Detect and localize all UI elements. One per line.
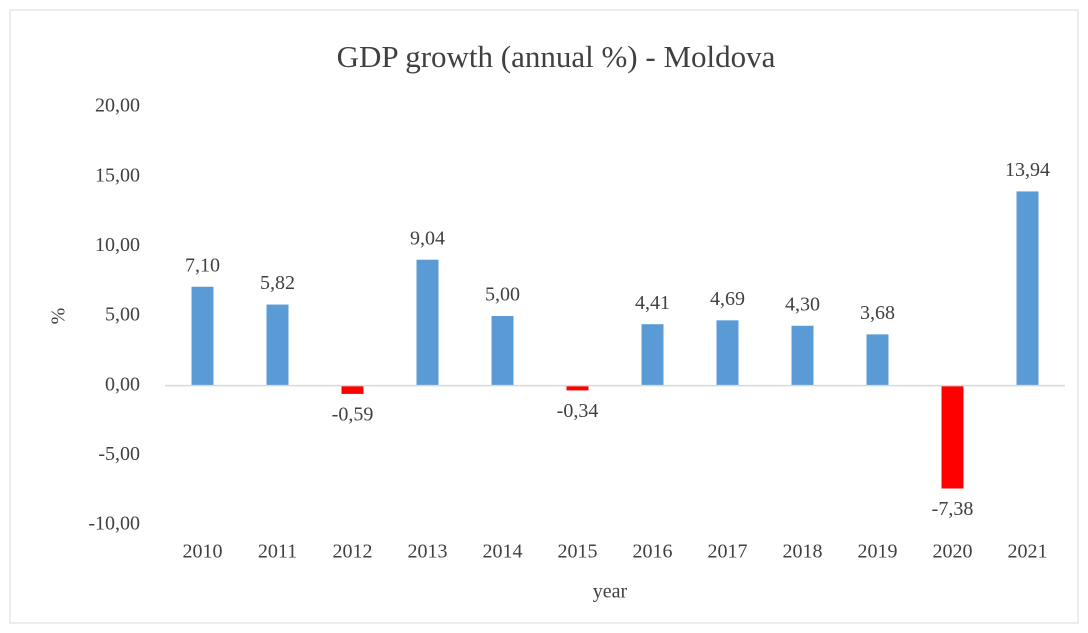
data-label: -0,34 [557, 400, 599, 422]
y-tick-label: -10,00 [88, 513, 140, 535]
y-tick-label: 20,00 [95, 95, 140, 117]
data-label: 13,94 [1005, 159, 1050, 181]
bar [191, 286, 214, 386]
bar [716, 320, 739, 386]
data-label: 9,04 [410, 227, 445, 249]
x-tick-label: 2017 [708, 541, 748, 563]
x-tick-label: 2019 [858, 541, 898, 563]
x-tick-label: 2014 [483, 541, 523, 563]
bar [266, 304, 289, 386]
x-tick-label: 2011 [258, 541, 297, 563]
chart-border [9, 9, 1079, 624]
data-label: 5,00 [485, 284, 520, 306]
data-label: 4,41 [635, 292, 670, 314]
y-tick-label: 5,00 [105, 304, 140, 326]
bar [791, 325, 814, 386]
bar [641, 324, 664, 386]
x-tick-label: 2012 [333, 541, 373, 563]
data-label: 5,82 [260, 272, 295, 294]
bar [941, 385, 964, 489]
x-tick-label: 2021 [1008, 541, 1048, 563]
bar [341, 385, 364, 394]
bar [416, 259, 439, 386]
x-axis-label: year [593, 581, 628, 603]
data-label: -7,38 [932, 498, 974, 520]
x-tick-label: 2018 [783, 541, 823, 563]
bar [566, 385, 589, 391]
y-tick-label: -5,00 [98, 443, 140, 465]
bar [866, 334, 889, 386]
chart-title: GDP growth (annual %) - Moldova [337, 39, 776, 74]
y-tick-label: 0,00 [105, 373, 140, 395]
data-label: 3,68 [860, 302, 895, 324]
x-tick-label: 2020 [933, 541, 973, 563]
data-label: 4,69 [710, 288, 745, 310]
x-tick-label: 2010 [183, 541, 223, 563]
y-tick-label: 10,00 [95, 234, 140, 256]
y-tick-label: 15,00 [95, 164, 140, 186]
data-label: -0,59 [332, 403, 374, 425]
data-label: 7,10 [185, 254, 220, 276]
y-axis-label: % [48, 308, 70, 325]
data-label: 4,30 [785, 293, 820, 315]
bar [491, 316, 514, 386]
x-tick-label: 2016 [633, 541, 673, 563]
x-tick-label: 2013 [408, 541, 448, 563]
x-tick-label: 2015 [558, 541, 598, 563]
bar [1016, 191, 1039, 386]
